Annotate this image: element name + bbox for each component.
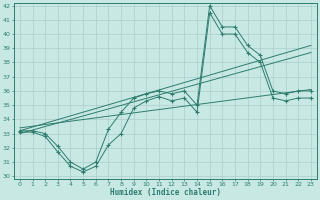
- X-axis label: Humidex (Indice chaleur): Humidex (Indice chaleur): [110, 188, 221, 197]
